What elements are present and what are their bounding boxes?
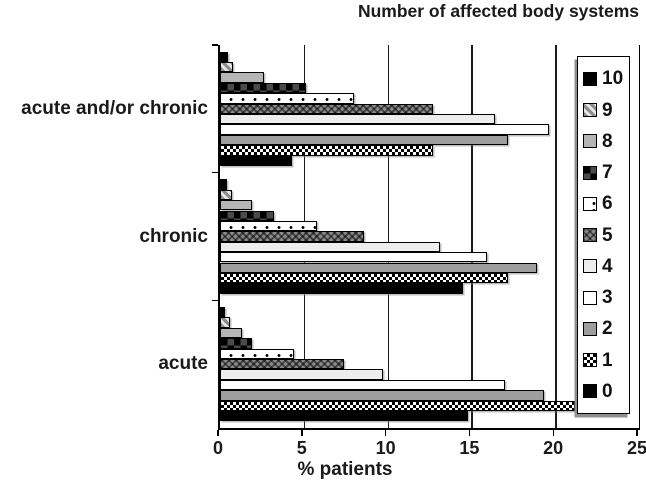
bar-acute-and-or-chronic-2	[220, 134, 509, 146]
y-axis-tick-2	[212, 299, 218, 302]
legend-label-9: 9	[602, 99, 613, 121]
legend-swatch-5	[583, 228, 597, 242]
gridline-10	[387, 45, 390, 428]
bar-acute-1	[220, 400, 576, 411]
legend-label-1: 1	[602, 349, 613, 371]
legend-swatch-10	[583, 71, 597, 86]
legend-entry-0: 0	[583, 382, 629, 401]
legend-entry-9: 9	[583, 101, 629, 120]
x-tick-15	[468, 430, 471, 436]
category-label-acute: acute	[158, 353, 208, 375]
legend-swatch-3	[583, 290, 597, 305]
legend-swatch-6	[583, 196, 597, 211]
category-label-acute-and-or-chronic: acute and/or chronic	[21, 97, 208, 119]
legend-swatch-7	[583, 165, 597, 180]
x-tick-20	[552, 430, 554, 436]
bar-acute-7	[220, 338, 252, 349]
legend-entry-2: 2	[583, 319, 629, 338]
legend-label-4: 4	[602, 255, 613, 277]
x-tick-10	[384, 430, 387, 436]
legend-label-8: 8	[602, 130, 613, 152]
x-tick-0	[217, 430, 219, 436]
legend-label-5: 5	[602, 224, 613, 246]
chart-title: Number of affected body systems	[357, 1, 639, 21]
legend-entry-4: 4	[583, 257, 629, 276]
legend-label-0: 0	[602, 380, 613, 402]
legend-label-7: 7	[602, 162, 613, 183]
bar-acute-and-or-chronic-3	[220, 124, 549, 135]
legend-label-10: 10	[602, 68, 624, 90]
legend-swatch-2	[583, 321, 597, 336]
legend-label-6: 6	[602, 193, 613, 215]
legend-entry-1: 1	[583, 351, 629, 370]
legend-label-3: 3	[602, 287, 613, 308]
bar-acute-3	[220, 379, 505, 391]
gridline-15	[471, 45, 473, 428]
bar-acute-6	[220, 348, 294, 359]
x-tick-label-10: 10	[375, 438, 396, 458]
bar-acute-9	[220, 317, 231, 328]
bar-acute-4	[220, 369, 383, 380]
bar-acute-and-or-chronic-0	[220, 155, 293, 166]
legend-entry-3: 3	[583, 288, 629, 307]
bar-acute-and-or-chronic-1	[220, 145, 433, 156]
bar-acute-and-or-chronic-10	[220, 51, 229, 62]
legend-entry-5: 5	[583, 226, 629, 245]
bar-chronic-4	[220, 241, 440, 253]
bar-chronic-3	[220, 252, 487, 263]
bar-acute-2	[220, 390, 544, 401]
legend-entry-10: 10	[583, 69, 629, 88]
bar-chronic-6	[220, 220, 318, 232]
bar-acute-and-or-chronic-5	[220, 103, 433, 114]
bar-chronic-9	[220, 189, 232, 201]
bar-acute-and-or-chronic-8	[220, 72, 264, 83]
legend-entry-6: 6	[583, 194, 629, 213]
bar-chronic-10	[220, 179, 227, 190]
bar-acute-and-or-chronic-4	[220, 114, 495, 125]
legend-swatch-0	[583, 384, 597, 399]
x-tick-25	[636, 430, 638, 436]
legend: 10 9 8 7 6 5 4 3 2 1 0	[577, 56, 630, 414]
y-axis-tick-1	[212, 171, 218, 174]
category-label-chronic: chronic	[139, 225, 208, 247]
bar-chronic-8	[220, 200, 252, 211]
legend-entry-7: 7	[583, 163, 629, 182]
bar-chronic-7	[220, 210, 274, 221]
bar-chronic-0	[220, 283, 463, 294]
bar-acute-and-or-chronic-9	[220, 62, 234, 73]
legend-swatch-4	[583, 259, 597, 274]
bar-acute-and-or-chronic-6	[220, 93, 355, 104]
legend-swatch-8	[583, 134, 597, 149]
bar-chronic-5	[220, 231, 365, 242]
bar-acute-5	[220, 359, 344, 370]
legend-entry-8: 8	[583, 132, 629, 151]
legend-swatch-9	[583, 103, 597, 117]
bar-acute-8	[220, 327, 242, 339]
bar-acute-and-or-chronic-7	[220, 82, 306, 94]
x-tick-label-25: 25	[626, 438, 646, 458]
legend-label-2: 2	[602, 318, 613, 340]
x-tick-5	[301, 430, 303, 436]
bar-acute-10	[220, 307, 225, 318]
y-axis-tick-0	[212, 44, 218, 46]
x-tick-label-5: 5	[296, 438, 307, 458]
x-axis-ticks: 0 5 10 15 20 25	[213, 430, 646, 462]
bar-acute-0	[220, 411, 468, 422]
x-axis-label: % patients	[297, 459, 393, 480]
x-tick-label-0: 0	[212, 438, 223, 458]
x-tick-label-20: 20	[543, 438, 564, 458]
gridline-20	[555, 45, 557, 428]
plot-area	[218, 45, 640, 430]
x-tick-label-15: 15	[459, 438, 480, 458]
legend-swatch-1	[583, 353, 597, 367]
bar-chronic-2	[220, 262, 537, 273]
bar-chronic-1	[220, 272, 509, 284]
